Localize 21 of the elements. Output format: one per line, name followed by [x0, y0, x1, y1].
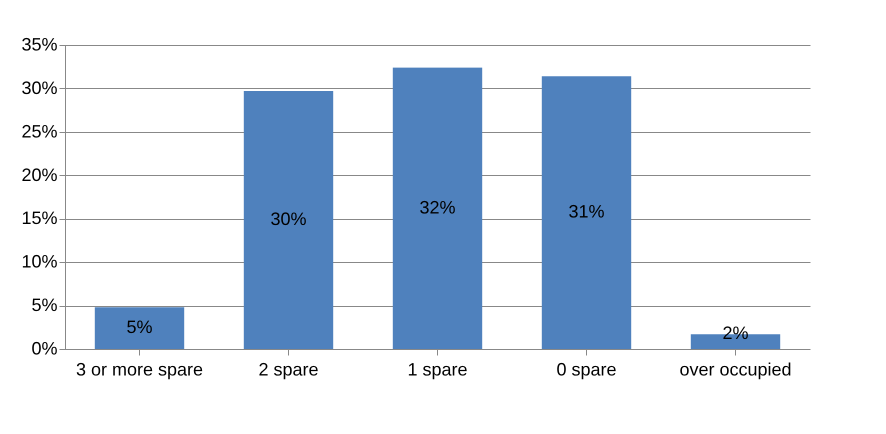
- x-tick-label: 1 spare: [407, 360, 468, 380]
- bar: [94, 307, 184, 349]
- bar: [244, 91, 334, 349]
- bar: [542, 76, 632, 349]
- y-tick-label: 25%: [21, 121, 58, 142]
- y-tick-label: 10%: [21, 252, 58, 272]
- y-tick-label: 30%: [21, 78, 58, 98]
- y-tick-label: 35%: [21, 34, 58, 54]
- y-tick-label: 20%: [21, 164, 58, 185]
- x-tick-label: 0 spare: [556, 360, 617, 380]
- data-label: 5%: [126, 317, 153, 338]
- y-tick-label: 15%: [21, 208, 58, 228]
- x-tick-label: over occupied: [679, 360, 792, 380]
- x-tick-label: 2 spare: [258, 360, 319, 380]
- data-label: 32%: [419, 197, 456, 218]
- data-label: 31%: [568, 202, 605, 222]
- y-tick-label: 5%: [31, 295, 58, 316]
- y-tick-label: 0%: [31, 338, 58, 358]
- bar: [392, 68, 482, 349]
- data-label: 30%: [270, 209, 307, 230]
- x-tick-label: 3 or more spare: [76, 360, 204, 380]
